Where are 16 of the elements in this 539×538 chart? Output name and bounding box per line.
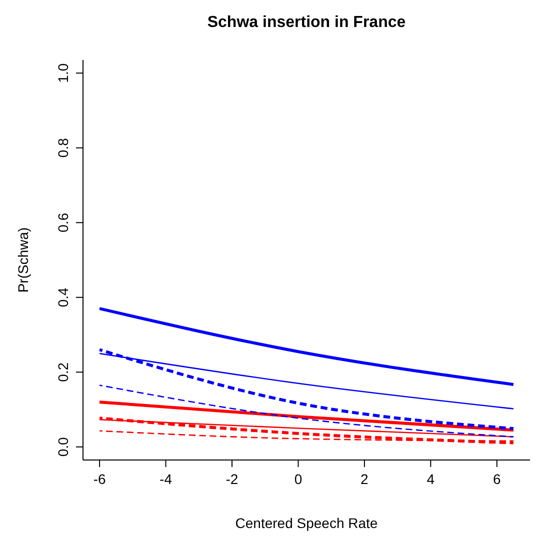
x-tick-label: 0 <box>294 471 302 487</box>
y-tick-label: 0.2 <box>55 362 71 382</box>
x-axis-title: Centered Speech Rate <box>235 515 378 531</box>
y-tick-label: 0.8 <box>55 138 71 158</box>
y-tick-label: 0.0 <box>55 436 71 457</box>
chart-title: Schwa insertion in France <box>207 14 406 31</box>
x-tick-label: -6 <box>93 471 106 487</box>
y-tick-label: 1.0 <box>55 63 71 83</box>
y-tick-label: 0.6 <box>55 212 71 232</box>
x-tick-label: 4 <box>426 471 435 487</box>
x-tick-label: 2 <box>360 471 369 487</box>
y-tick-label: 0.4 <box>55 287 71 308</box>
x-tick-label: -2 <box>226 471 238 487</box>
y-axis-title: Pr(Schwa) <box>15 227 31 293</box>
x-tick-label: 6 <box>492 471 501 487</box>
x-tick-label: -4 <box>160 471 172 487</box>
